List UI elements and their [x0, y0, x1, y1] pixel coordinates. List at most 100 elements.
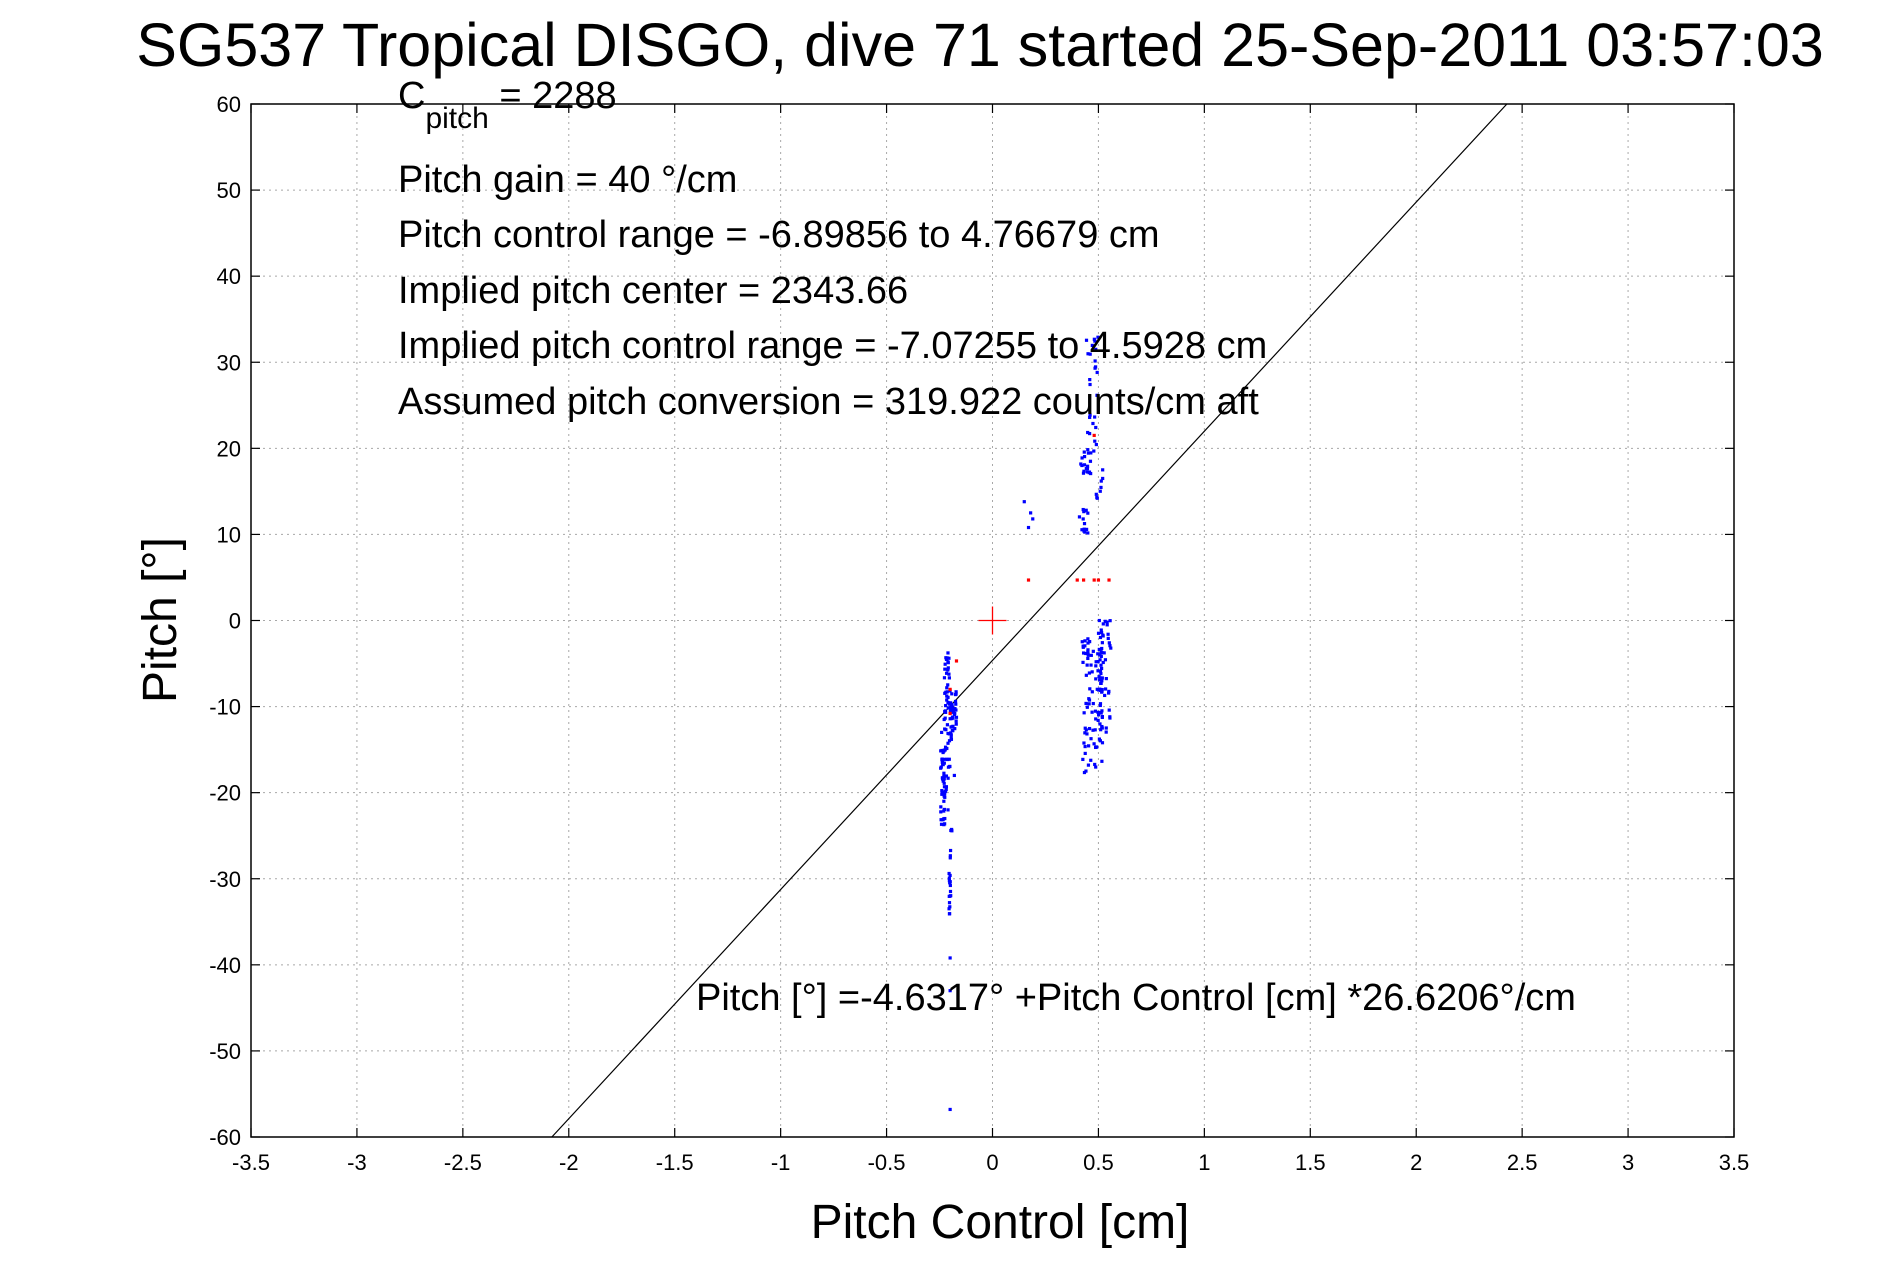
y-tick-label: 0 — [229, 609, 241, 634]
blue-data-point — [1100, 726, 1104, 730]
blue-data-point — [946, 776, 950, 780]
blue-data-point — [1094, 717, 1098, 721]
blue-data-point — [1100, 687, 1104, 692]
blue-data-point — [1083, 639, 1087, 643]
red-data-point — [948, 687, 952, 691]
blue-data-point — [1084, 467, 1088, 471]
blue-data-point — [950, 692, 954, 696]
blue-data-point — [947, 672, 951, 676]
blue-data-point — [944, 787, 948, 791]
blue-data-point — [1098, 658, 1102, 662]
blue-data-point — [1083, 731, 1087, 735]
blue-data-point — [1080, 456, 1084, 460]
blue-data-point — [944, 671, 949, 675]
blue-data-point — [1082, 455, 1087, 459]
blue-data-point — [946, 741, 950, 745]
blue-data-point — [1101, 622, 1105, 626]
blue-data-point — [1098, 722, 1102, 726]
blue-data-point — [940, 757, 944, 761]
y-tick-label: -30 — [209, 867, 241, 892]
blue-data-point — [954, 692, 958, 696]
blue-data-point — [1080, 528, 1084, 532]
blue-data-point — [1103, 619, 1107, 623]
blue-data-point — [1095, 370, 1099, 375]
blue-data-point — [946, 666, 950, 670]
c-pitch-annotation: Cpitch = 2288 — [398, 75, 617, 135]
blue-data-point — [1092, 742, 1096, 746]
blue-data-point — [944, 728, 948, 732]
blue-data-point — [1107, 689, 1111, 694]
blue-data-point — [1106, 636, 1110, 641]
blue-data-point — [948, 848, 953, 853]
blue-data-point — [1093, 339, 1097, 343]
blue-data-point — [1082, 510, 1086, 514]
blue-data-point — [1090, 343, 1094, 348]
x-axis-ticks: -3.5 -3 -2.5 -2 -1.5 -1 -0.5 0 0.5 1 1.5 2 2.5 3 3.5 — [232, 104, 1749, 1175]
blue-data-point — [947, 757, 951, 761]
blue-data-point — [950, 729, 954, 733]
blue-data-point — [952, 773, 956, 778]
blue-data-point — [943, 816, 947, 821]
blue-data-point — [942, 794, 946, 798]
blue-data-point — [1092, 337, 1096, 341]
blue-data-point — [1094, 745, 1098, 749]
blue-data-point — [1094, 677, 1098, 681]
blue-data-point — [1081, 644, 1085, 648]
x-tick-label: 3.5 — [1719, 1150, 1750, 1175]
blue-data-point — [943, 667, 947, 671]
blue-data-point — [1088, 413, 1092, 417]
blue-data-point — [943, 662, 947, 666]
blue-data-point — [1107, 708, 1111, 712]
blue-data-point — [949, 733, 953, 737]
blue-data-point — [1101, 634, 1105, 638]
blue-data-point — [948, 717, 952, 721]
blue-data-point — [948, 905, 952, 909]
blue-data-point — [948, 889, 953, 894]
blue-data-point — [948, 702, 952, 706]
blue-data-point — [1109, 646, 1113, 650]
blue-data-point — [1088, 415, 1092, 420]
blue-data-point — [1093, 709, 1098, 713]
blue-data-point — [1082, 527, 1086, 531]
blue-data-point — [1100, 741, 1105, 745]
blue-data-point — [1090, 710, 1094, 714]
x-tick-label: 0.5 — [1083, 1150, 1114, 1175]
blue-data-point — [1089, 758, 1093, 762]
blue-data-point — [1100, 690, 1104, 694]
y-tick-label: 30 — [217, 350, 241, 375]
blue-data-point — [1026, 525, 1031, 530]
blue-data-point — [1089, 653, 1093, 657]
blue-data-point — [947, 901, 952, 905]
blue-data-point — [943, 789, 948, 793]
x-tick-label: 1 — [1198, 1150, 1210, 1175]
red-data-point — [1092, 433, 1096, 438]
x-axis-label: Pitch Control [cm] — [811, 1196, 1190, 1249]
blue-data-point — [945, 698, 949, 702]
blue-data-point — [1105, 623, 1109, 627]
center-marker-layer — [978, 606, 1007, 635]
blue-data-point — [1088, 352, 1092, 356]
blue-data-point — [1088, 459, 1093, 463]
blue-data-point — [1087, 702, 1091, 706]
blue-data-point — [949, 705, 953, 710]
blue-data-point — [1087, 671, 1092, 675]
blue-data-point — [1084, 338, 1089, 342]
blue-data-point — [1101, 476, 1105, 481]
blue-data-point — [939, 749, 943, 753]
blue-data-point — [1099, 628, 1103, 632]
blue-data-point — [942, 807, 946, 812]
blue-data-point — [945, 723, 950, 727]
blue-data-point — [1080, 463, 1084, 468]
blue-data-point — [1096, 669, 1100, 673]
blue-data-point — [942, 774, 946, 779]
blue-data-point — [939, 805, 943, 809]
blue-data-point — [1097, 618, 1101, 623]
pitch-control-range-annotation: Pitch control range = -6.89856 to 4.7667… — [398, 214, 1160, 256]
pitch-conversion-annotation: Assumed pitch conversion = 319.922 count… — [398, 381, 1259, 423]
blue-data-point — [942, 781, 946, 785]
x-tick-label: -1 — [771, 1150, 791, 1175]
blue-data-point — [1100, 646, 1104, 651]
c-pitch-symbol: C — [398, 75, 425, 117]
blue-data-point — [953, 711, 957, 715]
